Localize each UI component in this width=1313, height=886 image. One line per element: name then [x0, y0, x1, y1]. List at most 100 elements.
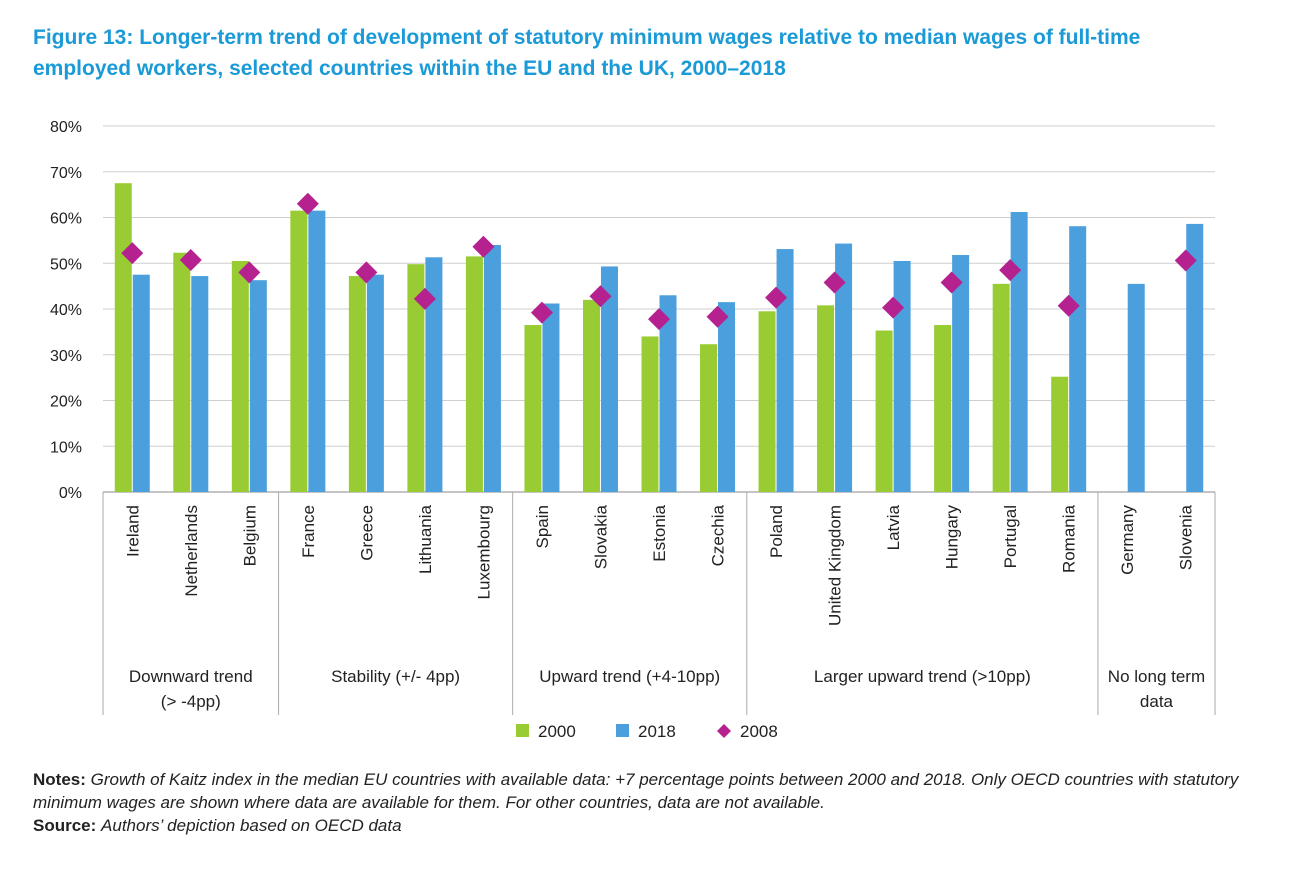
legend-swatch-2008 [717, 724, 731, 738]
legend-label-2000: 2000 [538, 722, 576, 741]
group-label: (> -4pp) [161, 692, 221, 711]
legend-label-2008: 2008 [740, 722, 778, 741]
bar-2018-belgium [249, 280, 267, 492]
bar-2018-greece [366, 274, 384, 492]
marker-2008-spain [530, 301, 553, 324]
marker-2008-slovenia [1174, 249, 1197, 272]
marker-2008-slovakia [589, 285, 612, 308]
category-label: Slovenia [1177, 504, 1196, 570]
category-label: United Kingdom [826, 505, 845, 626]
bar-2000-hungary [934, 325, 952, 492]
marker-2008-hungary [940, 271, 963, 294]
source-label: Source: [33, 816, 97, 835]
bar-2000-belgium [231, 260, 249, 492]
marker-2008-lithuania [413, 287, 436, 310]
marker-2008-estonia [648, 308, 670, 331]
bar-2000-latvia [875, 330, 893, 492]
bar-2018-netherlands [191, 276, 209, 492]
category-label: Latvia [884, 504, 903, 550]
category-label: Greece [357, 505, 376, 561]
category-label: Hungary [943, 505, 962, 570]
y-tick-label: 60% [50, 211, 82, 228]
category-label: Spain [533, 505, 552, 548]
bar-2000-lithuania [407, 264, 425, 492]
marker-2008-latvia [882, 296, 905, 319]
group-label: No long term [1108, 667, 1205, 686]
y-tick-label: 40% [50, 302, 82, 319]
marker-2008-czechia [706, 305, 729, 328]
notes-label: Notes: [33, 770, 86, 789]
bar-2018-spain [542, 303, 560, 492]
bar-2018-poland [776, 249, 794, 492]
bar-2000-united-kingdom [817, 305, 835, 492]
bar-2018-hungary [952, 255, 970, 492]
bar-2018-slovakia [600, 266, 618, 492]
y-tick-label: 0% [59, 485, 82, 502]
bar-2000-spain [524, 325, 542, 492]
notes-text: Growth of Kaitz index in the median EU c… [33, 770, 1239, 812]
bar-2000-slovakia [582, 299, 600, 492]
bar-2000-ireland [114, 183, 132, 492]
bar-2000-greece [348, 276, 366, 492]
bar-2000-luxembourg [465, 256, 483, 492]
notes-block: Notes: Growth of Kaitz index in the medi… [33, 768, 1293, 837]
y-tick-label: 20% [50, 394, 82, 411]
figure-title: Figure 13: Longer-term trend of developm… [33, 26, 1141, 80]
bar-2018-united-kingdom [835, 243, 853, 492]
marker-2008-ireland [121, 242, 144, 265]
marker-2008-romania [1057, 294, 1080, 317]
marker-2008-luxembourg [472, 235, 495, 258]
category-label: Poland [767, 505, 786, 558]
bar-2018-romania [1069, 226, 1087, 492]
bar-2018-estonia [659, 295, 677, 492]
source-line: Source: Authors’ depiction based on OECD… [33, 814, 1293, 837]
category-label: Luxembourg [474, 505, 493, 600]
bar-2000-estonia [641, 336, 659, 492]
group-label: Upward trend (+4-10pp) [539, 667, 720, 686]
marker-2008-united-kingdom [823, 271, 846, 294]
bar-2018-lithuania [425, 257, 443, 492]
y-tick-label: 10% [50, 439, 82, 456]
category-label: Lithuania [416, 504, 435, 574]
marker-2008-poland [765, 286, 788, 309]
group-label: data [1140, 692, 1174, 711]
group-label: Larger upward trend (>10pp) [814, 667, 1031, 686]
marker-2008-france [296, 192, 319, 215]
notes-line: Notes: Growth of Kaitz index in the medi… [33, 768, 1293, 814]
bar-2018-ireland [132, 274, 150, 492]
y-tick-label: 70% [50, 165, 82, 182]
category-label: Slovakia [591, 504, 610, 569]
group-label: Downward trend [129, 667, 253, 686]
marker-2008-netherlands [179, 249, 202, 272]
y-tick-label: 80% [50, 119, 82, 136]
bar-2018-luxembourg [483, 244, 501, 492]
bar-2000-portugal [992, 283, 1010, 492]
legend-label-2018: 2018 [638, 722, 676, 741]
bar-2000-france [290, 210, 308, 492]
category-label: Czechia [709, 504, 728, 566]
category-label: France [299, 505, 318, 558]
y-tick-label: 30% [50, 348, 82, 365]
chart: 0% 10% 20% 30% 40% 50% 60% 70% 80% Downward trend… [50, 119, 1216, 741]
category-label: Portugal [1001, 505, 1020, 568]
category-label: Ireland [123, 505, 142, 557]
marker-2008-portugal [999, 259, 1022, 282]
group-label: Stability (+/- 4pp) [331, 667, 460, 686]
legend-swatch-2000 [516, 724, 529, 737]
category-label: Romania [1060, 504, 1079, 573]
y-tick-label: 50% [50, 256, 82, 273]
bar-2000-czechia [700, 344, 718, 492]
bar-2018-czechia [718, 302, 736, 492]
category-label: Germany [1118, 505, 1137, 575]
bar-2018-slovenia [1186, 223, 1204, 492]
category-label: Netherlands [182, 505, 201, 597]
marker-2008-belgium [238, 261, 261, 284]
bar-2000-romania [1051, 376, 1069, 492]
bar-2000-poland [758, 311, 776, 492]
source-text: Authors’ depiction based on OECD data [101, 816, 402, 835]
bar-2018-latvia [893, 260, 911, 492]
category-label: Estonia [650, 504, 669, 561]
marker-2008-greece [355, 261, 378, 284]
bar-2000-netherlands [173, 252, 191, 492]
bar-2018-germany [1127, 283, 1145, 492]
